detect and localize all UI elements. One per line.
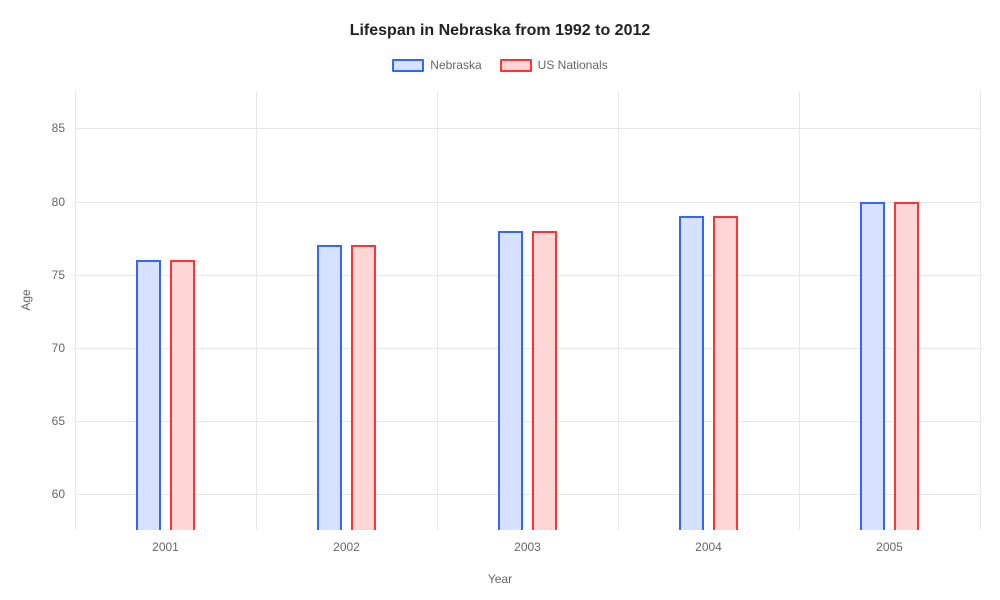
x-tick-label: 2004 [695, 530, 722, 554]
legend: Nebraska US Nationals [0, 58, 1000, 72]
y-tick-label: 75 [52, 268, 75, 282]
bar [713, 216, 738, 530]
gridline-horizontal [75, 494, 980, 495]
x-tick-label: 2005 [876, 530, 903, 554]
bar [317, 245, 342, 530]
gridline-vertical [799, 92, 800, 530]
y-tick-label: 60 [52, 487, 75, 501]
x-tick-label: 2003 [514, 530, 541, 554]
chart-title: Lifespan in Nebraska from 1992 to 2012 [0, 0, 1000, 40]
y-tick-label: 85 [52, 121, 75, 135]
gridline-vertical [75, 92, 76, 530]
legend-item-us-nationals: US Nationals [500, 58, 608, 72]
bar [170, 260, 195, 530]
legend-label-us-nationals: US Nationals [538, 58, 608, 72]
legend-swatch-us-nationals [500, 59, 532, 72]
gridline-vertical [256, 92, 257, 530]
y-tick-label: 65 [52, 414, 75, 428]
bar [532, 231, 557, 530]
bar [679, 216, 704, 530]
gridline-horizontal [75, 421, 980, 422]
bar [136, 260, 161, 530]
legend-item-nebraska: Nebraska [392, 58, 481, 72]
gridline-horizontal [75, 275, 980, 276]
bar [860, 202, 885, 531]
y-tick-label: 70 [52, 341, 75, 355]
bar [498, 231, 523, 530]
gridline-horizontal [75, 348, 980, 349]
x-tick-label: 2001 [152, 530, 179, 554]
x-tick-label: 2002 [333, 530, 360, 554]
y-axis-label: Age [19, 289, 33, 310]
gridline-vertical [437, 92, 438, 530]
gridline-horizontal [75, 128, 980, 129]
legend-swatch-nebraska [392, 59, 424, 72]
gridline-vertical [618, 92, 619, 530]
y-tick-label: 80 [52, 195, 75, 209]
gridline-horizontal [75, 202, 980, 203]
chart-container: Lifespan in Nebraska from 1992 to 2012 N… [0, 0, 1000, 600]
bar [351, 245, 376, 530]
plot-area: 60657075808520012002200320042005 [75, 92, 980, 530]
legend-label-nebraska: Nebraska [430, 58, 481, 72]
gridline-vertical [980, 92, 981, 530]
bar [894, 202, 919, 531]
x-axis-label: Year [488, 572, 512, 586]
